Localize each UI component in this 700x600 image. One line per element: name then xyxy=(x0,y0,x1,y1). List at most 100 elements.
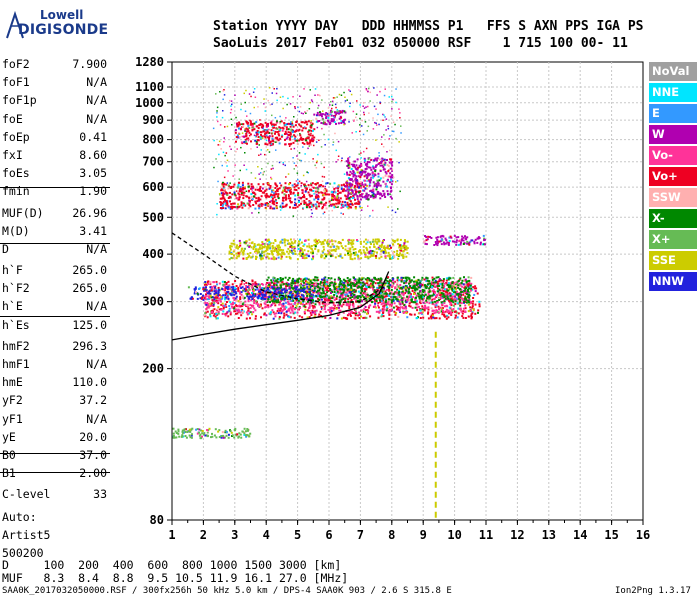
echo-point xyxy=(251,185,254,188)
echo-point xyxy=(445,279,448,282)
echo-point xyxy=(426,301,428,304)
echo-point xyxy=(254,207,257,210)
echo-point xyxy=(343,282,346,284)
lowell-digisonde-logo: Lowell DIGISONDE xyxy=(4,8,108,44)
echo-point xyxy=(365,197,368,200)
echo-point xyxy=(439,291,442,294)
echo-point xyxy=(304,186,307,189)
echo-point xyxy=(268,187,271,190)
echo-point xyxy=(431,312,434,315)
echo-point xyxy=(308,295,311,298)
param-name: foE xyxy=(2,111,23,126)
echo-point xyxy=(296,205,299,208)
y-tick-label: 800 xyxy=(142,133,164,147)
echo-point xyxy=(358,299,361,302)
echo-point xyxy=(319,287,321,290)
echo-point xyxy=(242,123,245,126)
echo-point xyxy=(266,279,269,282)
echo-point xyxy=(426,283,429,286)
echo-point xyxy=(397,306,399,309)
echo-point xyxy=(331,195,334,198)
echo-point xyxy=(384,290,387,293)
echo-point xyxy=(236,205,239,208)
echo-point xyxy=(242,194,245,197)
param-name: C-level xyxy=(2,487,51,502)
echo-point xyxy=(321,302,324,305)
echo-point xyxy=(292,252,295,255)
echo-point xyxy=(315,190,318,193)
echo-point xyxy=(439,296,442,299)
echo-point xyxy=(302,295,305,298)
echo-point xyxy=(376,238,379,241)
echo-point xyxy=(302,194,305,197)
echo-point xyxy=(438,297,441,300)
echo-point xyxy=(381,243,383,246)
echo-point xyxy=(424,293,427,296)
echo-point xyxy=(249,133,252,136)
echo-point xyxy=(330,191,333,194)
echo-point xyxy=(354,206,357,208)
echo-point xyxy=(204,301,207,304)
echo-point xyxy=(216,283,218,286)
echo-point xyxy=(392,296,395,299)
echo-point xyxy=(204,298,207,301)
echo-point xyxy=(226,201,228,204)
echo-point xyxy=(326,300,329,303)
echo-point xyxy=(386,254,389,257)
echo-point xyxy=(345,291,348,294)
echo-point xyxy=(388,247,391,250)
echo-point xyxy=(365,294,368,297)
echo-point xyxy=(233,305,236,308)
echo-point xyxy=(404,248,407,251)
echo-point xyxy=(247,182,250,185)
echo-point xyxy=(307,184,310,187)
echo-point xyxy=(368,250,371,253)
echo-point xyxy=(346,288,349,291)
echo-point xyxy=(268,241,271,243)
echo-point xyxy=(454,288,457,291)
echo-point xyxy=(328,278,331,281)
echo-point xyxy=(433,291,436,294)
echo-point xyxy=(230,253,233,255)
echo-point xyxy=(342,291,345,294)
echo-point xyxy=(265,196,268,199)
echo-point xyxy=(432,289,435,292)
echo-point xyxy=(329,289,332,292)
echo-point xyxy=(347,164,350,167)
echo-point xyxy=(409,280,412,283)
echo-point xyxy=(414,289,417,292)
echo-point xyxy=(238,198,241,201)
echo-point xyxy=(333,206,336,209)
echo-point xyxy=(259,253,262,256)
echo-point xyxy=(387,175,390,178)
echo-point xyxy=(241,206,244,209)
echo-point xyxy=(313,192,316,195)
echo-point xyxy=(375,300,378,302)
echo-point xyxy=(311,283,314,286)
echo-point xyxy=(266,203,269,206)
echo-point xyxy=(448,288,451,291)
echo-point xyxy=(354,279,357,282)
echo-point xyxy=(476,292,479,295)
echo-point xyxy=(321,250,324,253)
echo-point xyxy=(387,170,390,173)
echo-point xyxy=(363,283,366,286)
echo-point xyxy=(294,311,297,314)
echo-point xyxy=(280,255,283,258)
echo-point xyxy=(388,301,391,304)
echo-point xyxy=(289,206,291,209)
echo-point xyxy=(276,286,279,289)
echo-point xyxy=(262,125,265,128)
echo-point xyxy=(237,255,240,258)
echo-point xyxy=(344,279,347,282)
echo-point xyxy=(305,198,308,200)
echo-point xyxy=(379,164,382,167)
echo-point xyxy=(222,192,225,195)
echo-point xyxy=(332,303,335,306)
digisonde-antenna-icon xyxy=(6,10,24,39)
echo-point xyxy=(369,249,372,252)
echo-point xyxy=(400,244,403,247)
echo-point xyxy=(370,284,373,287)
echo-point xyxy=(375,164,378,167)
echo-point xyxy=(308,245,311,248)
